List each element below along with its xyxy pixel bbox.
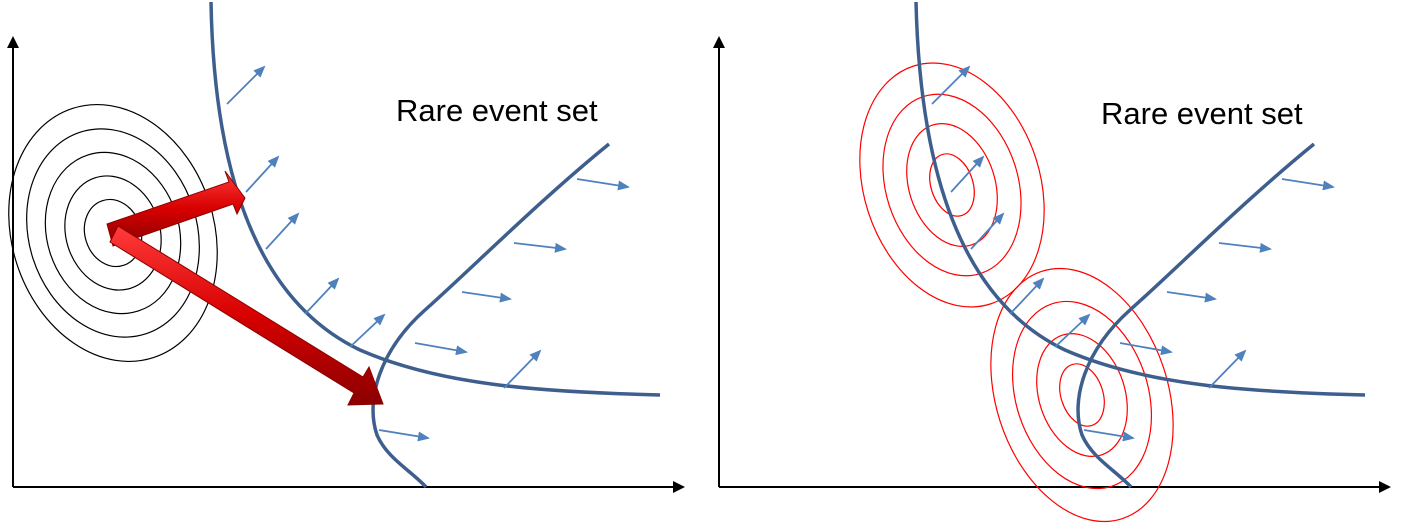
normal-vector-arrow: [304, 277, 340, 315]
left-shift-arrows: [106, 170, 384, 406]
contour-ring: [990, 267, 1174, 523]
normal-vector-arrow: [970, 212, 1005, 250]
normal-vector-arrow: [265, 212, 300, 250]
normal-vector-arrow: [503, 349, 542, 389]
right-boundary-curve-1: [914, 1, 1366, 397]
normal-vector-arrow: [1218, 242, 1272, 253]
normal-vector-arrow: [576, 178, 630, 191]
normal-vector-arrow: [1083, 429, 1135, 442]
normal-vector-arrow: [513, 242, 567, 253]
left-boundary-curve-2: [371, 142, 611, 489]
contour-ring: [882, 93, 1022, 277]
contour-ring: [906, 123, 998, 247]
shift-arrow-lower: [109, 225, 384, 406]
normal-vector-arrow: [414, 342, 468, 356]
right-panel: Rare event set: [713, 1, 1391, 523]
left-normal-arrows: [226, 65, 630, 442]
left-rare-event-label: Rare event set: [396, 93, 598, 128]
normal-vector-arrow: [1281, 178, 1335, 191]
normal-vector-arrow: [1009, 277, 1045, 315]
contour-ring: [859, 62, 1045, 308]
right-boundary-curve-2: [1076, 142, 1316, 489]
normal-vector-arrow: [1054, 313, 1091, 348]
normal-vector-arrow: [1119, 342, 1173, 356]
normal-vector-arrow: [461, 291, 512, 303]
normal-vector-arrow: [1166, 291, 1217, 303]
normal-vector-arrow: [950, 155, 985, 193]
normal-vector-arrow: [349, 313, 386, 348]
contour-ring: [1059, 363, 1105, 427]
contour-ring: [1036, 333, 1128, 457]
right-rare-event-label: Rare event set: [1101, 96, 1303, 131]
right-normal-arrows: [931, 65, 1335, 442]
contour-ring: [929, 153, 975, 217]
normal-vector-arrow: [245, 155, 280, 193]
normal-vector-arrow: [1208, 349, 1247, 389]
left-boundary-curve-1: [209, 1, 661, 397]
normal-vector-arrow: [226, 65, 266, 105]
right-is-contours-lower: [990, 267, 1174, 523]
left-panel: Rare event set: [6, 1, 685, 493]
normal-vector-arrow: [931, 65, 971, 105]
normal-vector-arrow: [378, 429, 430, 442]
